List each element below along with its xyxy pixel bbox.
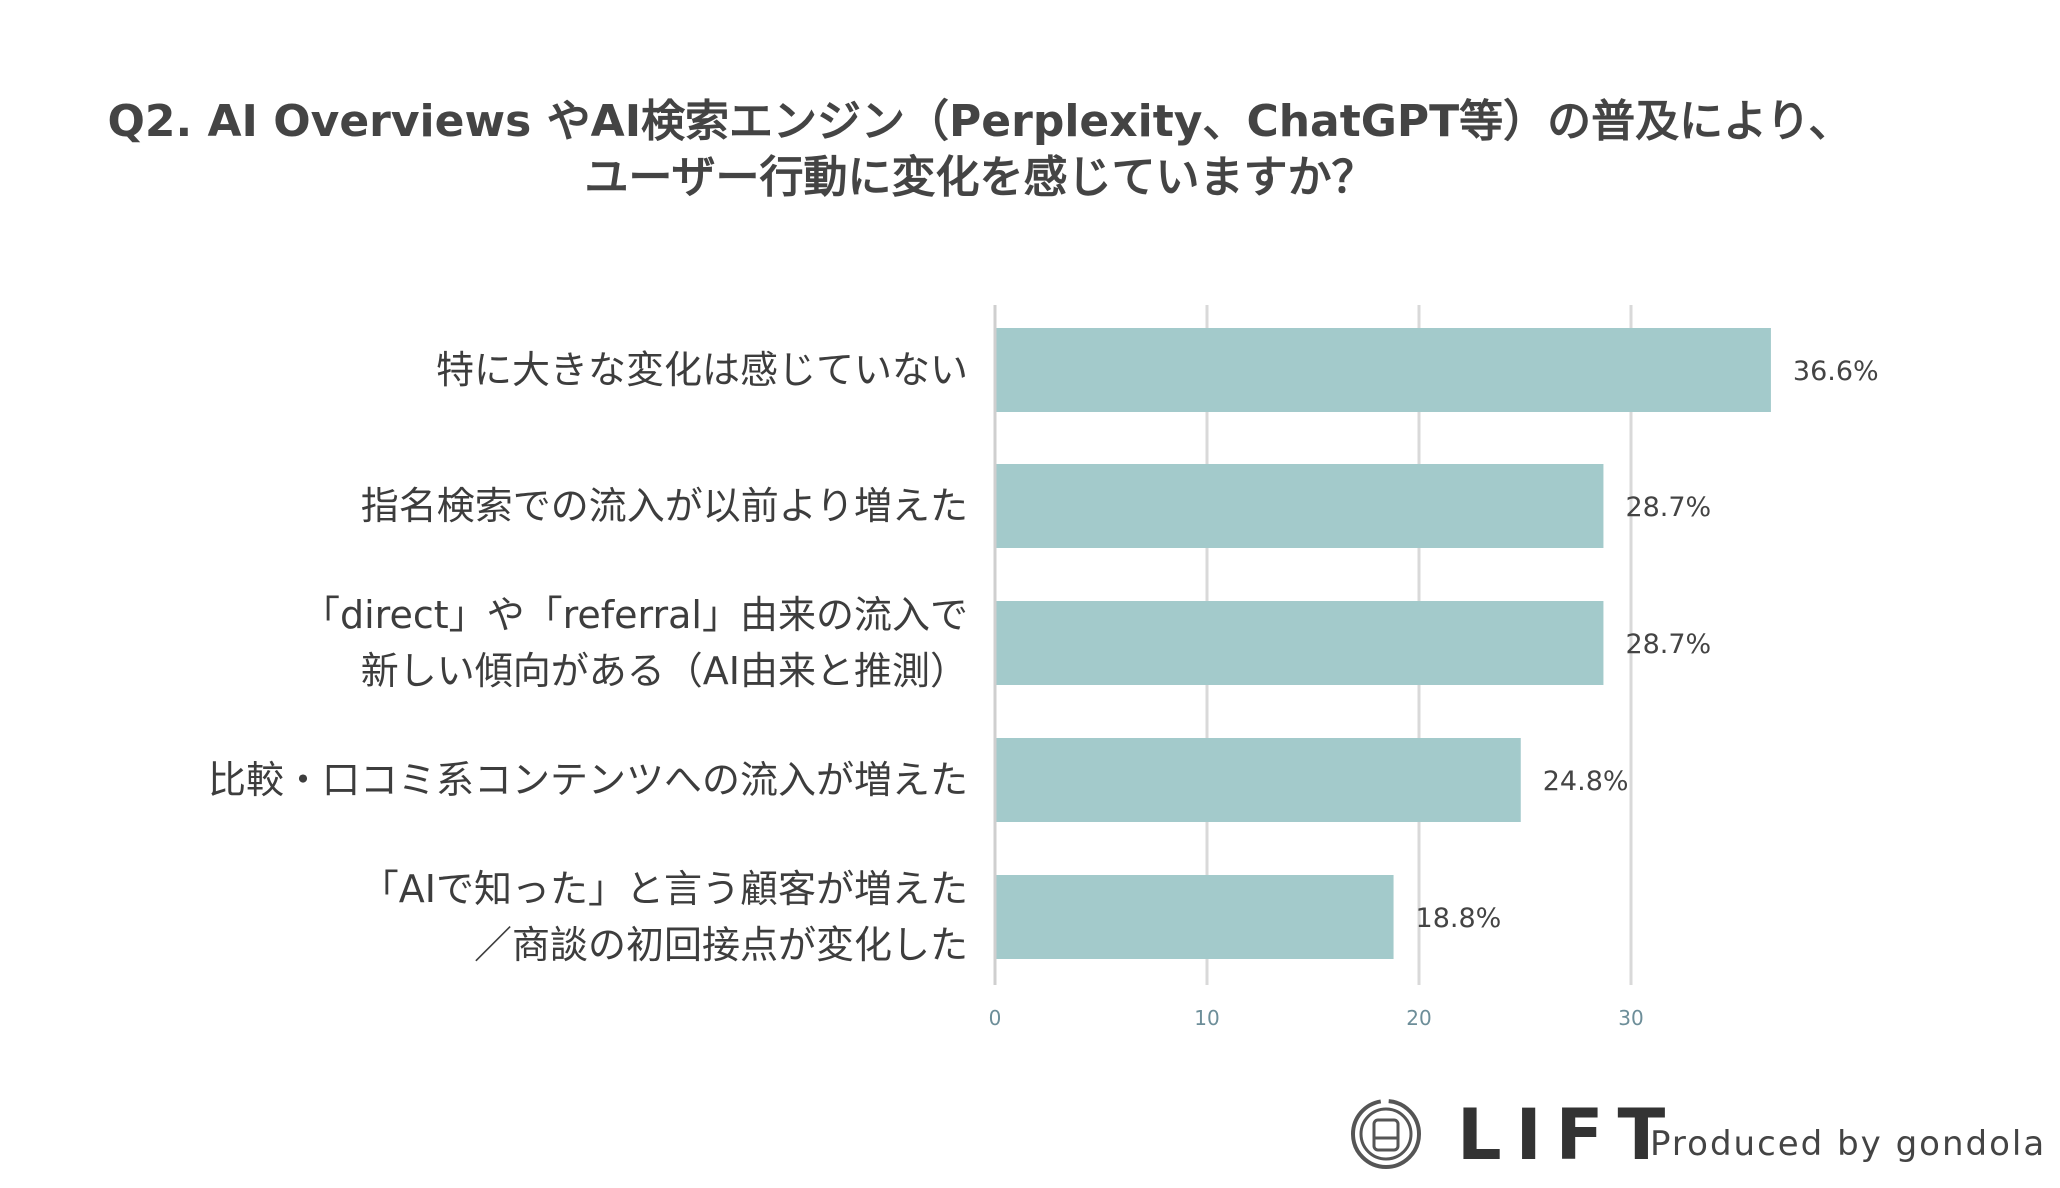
x-tick-label: 30	[1618, 1006, 1643, 1030]
bar-3	[995, 738, 1521, 822]
brand-name: LIFT	[1457, 1094, 1680, 1176]
bar-1	[995, 464, 1604, 548]
bar-2	[995, 601, 1604, 685]
bar-0	[995, 328, 1771, 412]
category-label: ／商談の初回接点が変化した	[474, 923, 968, 967]
value-label: 36.6%	[1793, 356, 1879, 387]
brand-logo: LIFT Produced by gondola	[1345, 1090, 2045, 1180]
x-tick-label: 10	[1194, 1006, 1219, 1030]
chart-title-line-2: ユーザー行動に変化を感じていますか？	[584, 152, 1376, 203]
lift-logo-icon	[1351, 1099, 1421, 1169]
category-label: 指名検索での流入が以前より増えた	[361, 484, 968, 528]
category-label: 新しい傾向がある（AI由来と推測）	[361, 649, 968, 693]
value-label: 28.7%	[1625, 492, 1711, 523]
chart-title-line-1: Q2. AI Overviews やAI検索エンジン（Perplexity、Ch…	[107, 96, 1853, 147]
bar-chart: 0 10 20 30 36.6% 特に大きな変化は感じていない 28.7% 指名検索での流入が…	[208, 305, 1879, 1030]
x-tick-label: 20	[1406, 1006, 1431, 1030]
category-label: 「direct」や「referral」由来の流入で	[302, 593, 968, 637]
category-label: 特に大きな変化は感じていない	[436, 348, 968, 392]
category-label: 「AIで知った」と言う顧客が増えた	[361, 867, 968, 911]
value-label: 28.7%	[1625, 629, 1711, 660]
x-tick-label: 0	[989, 1006, 1002, 1030]
category-label: 比較・口コミ系コンテンツへの流入が増えた	[208, 758, 968, 802]
brand-tagline: Produced by gondola	[1650, 1124, 2047, 1164]
value-label: 18.8%	[1416, 903, 1502, 934]
bar-4	[995, 875, 1394, 959]
value-label: 24.8%	[1543, 766, 1629, 797]
